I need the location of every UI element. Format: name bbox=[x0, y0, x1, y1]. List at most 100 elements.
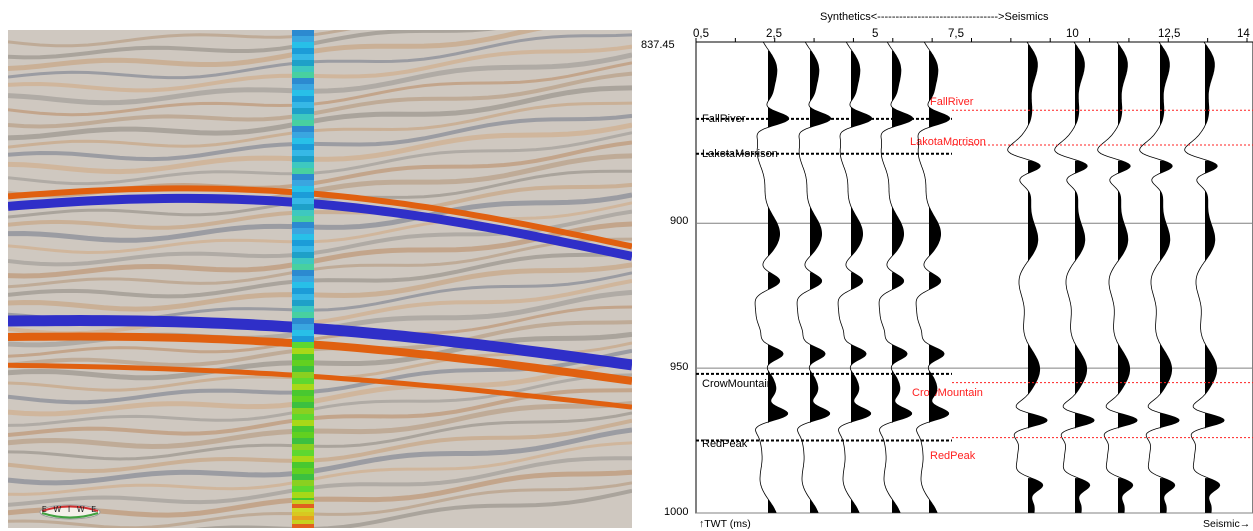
x-tick-label: 14 bbox=[1237, 28, 1250, 40]
well-log-segment bbox=[292, 524, 314, 528]
well-log-segment bbox=[292, 198, 314, 204]
synthetic-trace bbox=[754, 41, 790, 514]
well-log-segment bbox=[292, 384, 314, 390]
seismic-reflector bbox=[8, 52, 632, 106]
compass-icon[interactable]: E W I W E bbox=[38, 502, 102, 522]
peak-reflector-lower bbox=[8, 332, 632, 385]
well-log-segment bbox=[292, 300, 314, 306]
well-log-segment bbox=[292, 504, 314, 508]
well-log-segment bbox=[292, 324, 314, 330]
seismic-reflector bbox=[8, 71, 632, 129]
well-log-segment bbox=[292, 378, 314, 384]
right-axis-label: Seismic→ bbox=[1203, 518, 1251, 530]
well-log-segment bbox=[292, 234, 314, 240]
seismic-trace bbox=[1097, 41, 1138, 513]
seismic-reflector bbox=[194, 488, 632, 528]
seismic-trace-fill bbox=[1160, 44, 1180, 513]
well-log-segment bbox=[292, 432, 314, 438]
well-log-segment bbox=[292, 174, 314, 180]
well-log-segment bbox=[292, 78, 314, 84]
well-log-segment bbox=[292, 282, 314, 288]
y-tick-label: 1000 bbox=[664, 506, 689, 518]
seismic-reflector bbox=[8, 262, 632, 312]
tie-panel-title: Synthetics<-----------------------------… bbox=[820, 11, 1049, 23]
seismic-reflector bbox=[8, 469, 632, 518]
seismic-3d-view[interactable]: E W I W E bbox=[8, 30, 632, 528]
well-log-segment bbox=[292, 204, 314, 210]
synthetic-trace-fill bbox=[929, 50, 950, 513]
seismic-reflector bbox=[8, 279, 632, 336]
well-log-segment bbox=[292, 480, 314, 486]
well-log-segment bbox=[292, 162, 314, 168]
well-log-segment bbox=[292, 216, 314, 222]
well-log-segment bbox=[292, 90, 314, 96]
well-log-segment bbox=[292, 438, 314, 444]
well-log-segment bbox=[292, 30, 314, 36]
well-log-segment bbox=[292, 342, 314, 348]
horizon-label-synthetic: CrowMountain bbox=[702, 378, 773, 390]
y-axis-label: ↑TWT (ms) bbox=[699, 518, 751, 530]
seismic-trace bbox=[1007, 41, 1048, 513]
seismic-reflector bbox=[8, 131, 632, 186]
well-log-segment bbox=[292, 474, 314, 480]
well-log-segment bbox=[292, 114, 314, 120]
seismic-reflector bbox=[8, 251, 632, 299]
well-log-segment bbox=[292, 246, 314, 252]
seismic-section-canvas bbox=[8, 30, 632, 528]
seismic-reflector bbox=[8, 85, 632, 141]
synthetic-trace-fill bbox=[851, 50, 872, 513]
well-log-segment bbox=[292, 180, 314, 186]
well-log-segment bbox=[292, 150, 314, 156]
seismic-reflector bbox=[8, 122, 632, 175]
seismic-trace bbox=[1184, 41, 1225, 513]
well-log-segment bbox=[292, 252, 314, 258]
well-log-segment bbox=[292, 270, 314, 276]
seismic-reflector bbox=[8, 61, 632, 117]
peak-reflector-deep bbox=[8, 362, 632, 410]
seismic-reflector bbox=[8, 113, 632, 162]
seismic-trace bbox=[1139, 41, 1180, 513]
seismic-reflector bbox=[8, 33, 632, 80]
well-log-segment bbox=[292, 222, 314, 228]
well-tie-panel[interactable]: Synthetics<-----------------------------… bbox=[640, 0, 1253, 531]
x-tick-label: 2,5 bbox=[766, 28, 782, 40]
seismic-reflector bbox=[8, 441, 632, 496]
well-log-segment bbox=[292, 330, 314, 336]
horizon-label-seismic: LakotaMorrison bbox=[910, 136, 986, 148]
horizon-label-seismic: RedPeak bbox=[930, 450, 976, 462]
well-log-segment bbox=[292, 258, 314, 264]
well-log-segment bbox=[292, 486, 314, 492]
synthetic-trace bbox=[915, 41, 951, 514]
well-log-segment bbox=[292, 396, 314, 402]
well-log-segment bbox=[292, 228, 314, 234]
peak-reflector-upper bbox=[8, 185, 632, 250]
horizon-label-seismic: FallRiver bbox=[930, 96, 974, 108]
well-log-segment bbox=[292, 60, 314, 66]
well-log-segment bbox=[292, 318, 314, 324]
horizon-label-synthetic: LakotaMorrison bbox=[702, 148, 778, 160]
seismic-reflector bbox=[8, 201, 632, 255]
seismic-reflector bbox=[8, 192, 632, 243]
y-tick-label: 950 bbox=[670, 361, 689, 373]
compass-letters: E W I W E bbox=[41, 505, 99, 514]
well-log-segment bbox=[292, 84, 314, 90]
x-tick-label: 7,5 bbox=[948, 28, 964, 40]
well-log-segment bbox=[292, 360, 314, 366]
synthetic-trace-fill bbox=[810, 50, 831, 513]
well-log-segment bbox=[292, 288, 314, 294]
well-log-segment bbox=[292, 426, 314, 432]
well-log-segment bbox=[292, 168, 314, 174]
y-tick-label: 900 bbox=[670, 215, 689, 227]
well-log-segment bbox=[292, 294, 314, 300]
well-log-segment bbox=[292, 126, 314, 132]
seismic-reflector bbox=[8, 373, 632, 427]
seismic-trace bbox=[1054, 41, 1095, 513]
synthetic-trace bbox=[837, 41, 873, 514]
well-log-segment bbox=[292, 516, 314, 520]
seismic-reflector bbox=[8, 30, 544, 71]
seismic-reflector bbox=[8, 30, 352, 48]
tie-plot bbox=[695, 38, 1253, 514]
well-log-segment bbox=[292, 372, 314, 378]
well-log-segment bbox=[292, 450, 314, 456]
seismic-reflector bbox=[8, 30, 497, 60]
